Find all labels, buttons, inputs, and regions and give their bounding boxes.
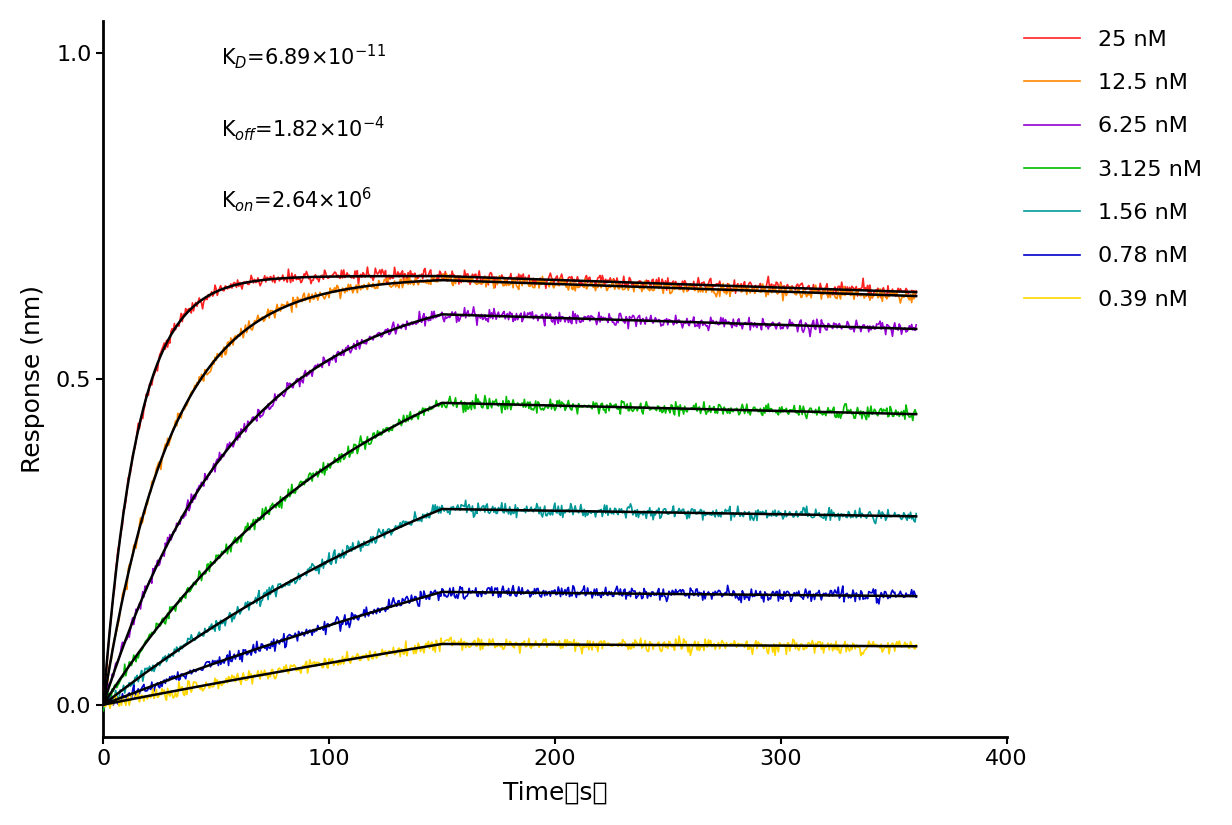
- 25 nM: [909, 286, 924, 296]
- 12.5 nM: [835, 290, 850, 300]
- 25 nM: [360, 262, 375, 272]
- 0.78 nM: [721, 581, 736, 591]
- 6.25 nM: [496, 307, 511, 317]
- 0.78 nM: [496, 587, 511, 596]
- Line: 1.56 nM: 1.56 nM: [103, 500, 917, 708]
- 3.125 nM: [575, 402, 590, 412]
- 6.25 nM: [835, 322, 850, 332]
- 6.25 nM: [655, 320, 670, 330]
- 12.5 nM: [909, 286, 924, 296]
- 0.78 nM: [575, 585, 590, 595]
- 3.125 nM: [655, 407, 670, 417]
- 12.5 nM: [439, 269, 453, 279]
- 3.125 nM: [496, 402, 511, 412]
- 12.5 nM: [309, 291, 324, 301]
- Text: K$_{off}$=1.82×10$^{-4}$: K$_{off}$=1.82×10$^{-4}$: [221, 114, 384, 143]
- 1.56 nM: [276, 582, 291, 592]
- 3.125 nM: [909, 408, 924, 418]
- 25 nM: [835, 283, 850, 293]
- 0.39 nM: [671, 631, 686, 641]
- 25 nM: [496, 272, 511, 282]
- X-axis label: Time（s）: Time（s）: [503, 780, 607, 804]
- 0.39 nM: [837, 639, 851, 649]
- 3.125 nM: [309, 467, 324, 477]
- 12.5 nM: [496, 280, 511, 290]
- 6.25 nM: [96, 700, 111, 710]
- Text: K$_{D}$=6.89×10$^{-11}$: K$_{D}$=6.89×10$^{-11}$: [221, 42, 386, 71]
- 0.39 nM: [655, 639, 670, 648]
- 25 nM: [96, 694, 111, 704]
- 0.39 nM: [310, 658, 325, 667]
- 6.25 nM: [575, 317, 590, 327]
- 12.5 nM: [275, 299, 290, 309]
- 0.39 nM: [496, 644, 511, 653]
- 25 nM: [655, 278, 670, 288]
- 12.5 nM: [655, 289, 670, 299]
- Line: 25 nM: 25 nM: [103, 267, 917, 699]
- 6.25 nM: [909, 320, 924, 330]
- 25 nM: [275, 274, 290, 284]
- Line: 12.5 nM: 12.5 nM: [103, 274, 917, 702]
- Line: 3.125 nM: 3.125 nM: [103, 394, 917, 710]
- 3.125 nM: [468, 389, 483, 399]
- 6.25 nM: [275, 389, 290, 398]
- 0.39 nM: [909, 640, 924, 650]
- Y-axis label: Response (nm): Response (nm): [21, 285, 44, 473]
- 3.125 nM: [96, 705, 111, 715]
- 25 nM: [309, 274, 324, 284]
- 0.78 nM: [837, 597, 851, 607]
- 25 nM: [575, 280, 590, 290]
- 1.56 nM: [97, 703, 112, 713]
- 1.56 nM: [96, 701, 111, 711]
- 1.56 nM: [657, 504, 671, 514]
- 12.5 nM: [575, 281, 590, 291]
- Line: 0.78 nM: 0.78 nM: [103, 586, 917, 705]
- 0.78 nM: [909, 592, 924, 602]
- 1.56 nM: [310, 562, 325, 572]
- 1.56 nM: [498, 498, 513, 508]
- Text: K$_{on}$=2.64×10$^{6}$: K$_{on}$=2.64×10$^{6}$: [221, 186, 372, 214]
- 1.56 nM: [909, 509, 924, 519]
- 3.125 nM: [835, 408, 850, 418]
- 1.56 nM: [577, 504, 591, 514]
- Legend: 25 nM, 12.5 nM, 6.25 nM, 3.125 nM, 1.56 nM, 0.78 nM, 0.39 nM: 25 nM, 12.5 nM, 6.25 nM, 3.125 nM, 1.56 …: [1015, 21, 1211, 318]
- 0.39 nM: [575, 641, 590, 651]
- 0.78 nM: [276, 637, 291, 647]
- 12.5 nM: [96, 697, 111, 707]
- 1.56 nM: [837, 509, 851, 519]
- 0.39 nM: [276, 667, 291, 676]
- 0.78 nM: [655, 584, 670, 594]
- 6.25 nM: [466, 302, 480, 312]
- Line: 6.25 nM: 6.25 nM: [103, 307, 917, 705]
- 0.78 nM: [310, 620, 325, 630]
- 3.125 nM: [275, 503, 290, 513]
- 0.78 nM: [96, 700, 111, 710]
- 0.39 nM: [96, 700, 111, 710]
- 0.78 nM: [102, 700, 117, 710]
- Line: 0.39 nM: 0.39 nM: [103, 636, 917, 709]
- 1.56 nM: [458, 495, 473, 505]
- 0.39 nM: [102, 704, 117, 714]
- 6.25 nM: [309, 362, 324, 372]
